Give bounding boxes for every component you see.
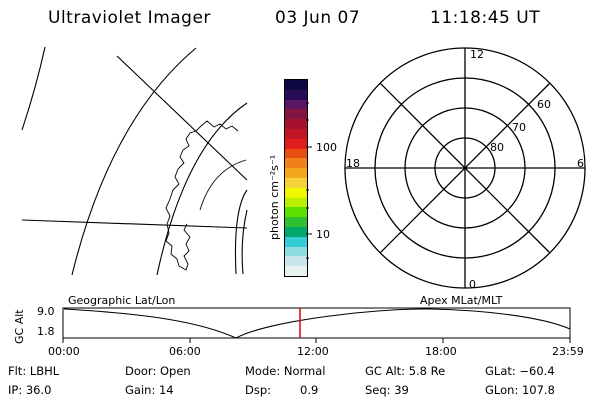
time-label: 11:18:45 UT <box>430 8 541 28</box>
apex-title: Apex MLat/MLT <box>420 294 503 307</box>
colorbar-band <box>285 129 307 139</box>
lat-label-60: 60 <box>537 98 551 111</box>
mode-status: Mode: Normal <box>245 364 326 378</box>
mlt-label-6: 6 <box>577 157 584 170</box>
ip-status: IP: 36.0 <box>8 383 52 397</box>
gain-status: Gain: 14 <box>125 383 174 397</box>
map-lat-arc-2 <box>71 47 197 276</box>
colorbar-band <box>285 138 307 149</box>
date-label: 03 Jun 07 <box>275 8 361 28</box>
coastline <box>165 120 239 271</box>
instrument-title: Ultraviolet Imager <box>48 8 211 28</box>
map-lat-arc-3 <box>156 102 248 276</box>
map-meridian-2 <box>21 219 248 229</box>
colorbar-band <box>285 187 307 198</box>
x-tick-12: 12:00 <box>297 345 329 358</box>
glon-status: GLon: 107.8 <box>485 383 555 397</box>
colorbar-band <box>285 266 307 276</box>
colorbar-band <box>285 119 307 130</box>
colorbar-band <box>285 158 307 169</box>
lat-label-80: 80 <box>490 141 504 154</box>
colorbar-band <box>285 207 307 218</box>
x-tick-06: 06:00 <box>169 345 201 358</box>
mlt-label-0: 0 <box>469 278 476 291</box>
seq-status: Seq: 39 <box>365 383 409 397</box>
geographic-title: Geographic Lat/Lon <box>68 294 176 307</box>
colorbar-band <box>285 256 307 267</box>
x-tick-2359: 23:59 <box>552 345 584 358</box>
colorbar-band <box>285 80 307 90</box>
polar-diagonal-2 <box>379 82 551 254</box>
map-lat-arc-6 <box>199 159 247 211</box>
colorbar-band <box>285 217 307 228</box>
colorbar-band <box>285 197 307 208</box>
colorbar <box>284 79 308 277</box>
door-status: Door: Open <box>125 364 191 378</box>
colorbar-band <box>285 178 307 188</box>
polar-ring-80 <box>434 137 496 199</box>
map-lat-arc-4 <box>234 189 248 275</box>
altitude-curve <box>63 308 571 339</box>
x-tick-00: 00:00 <box>48 345 80 358</box>
mlt-label-18: 18 <box>346 157 360 170</box>
dsp-label: Dsp: <box>245 383 272 397</box>
timeline-y-axis-label: GC Alt <box>13 309 26 344</box>
colorbar-band <box>285 227 307 237</box>
colorbar-tick-100: 100 <box>316 141 337 154</box>
filter-status: Flt: LBHL <box>8 364 60 378</box>
polar-ring-70 <box>404 107 526 229</box>
polar-diagonal-1 <box>379 82 551 254</box>
polar-ring-50 <box>344 47 586 289</box>
glat-status: GLat: −60.4 <box>485 364 555 378</box>
mlt-label-12: 12 <box>470 48 484 61</box>
colorbar-tick-10: 10 <box>316 228 330 241</box>
dsp-value: 0.9 <box>300 383 319 397</box>
colorbar-unit-label: photon cm⁻²s⁻¹ <box>268 154 281 240</box>
colorbar-band <box>285 246 307 257</box>
colorbar-band <box>285 89 307 100</box>
timeline-frame <box>62 307 571 339</box>
map-lat-arc-1 <box>21 46 46 131</box>
x-tick-18: 18:00 <box>425 345 457 358</box>
map-meridian-1 <box>116 55 248 181</box>
colorbar-band <box>285 236 307 247</box>
colorbar-band <box>285 99 307 110</box>
y-tick-1-8: 1.8 <box>37 325 55 338</box>
colorbar-band <box>285 168 307 179</box>
colorbar-band <box>285 109 307 120</box>
polar-ring-60 <box>374 77 556 259</box>
colorbar-band <box>285 148 307 159</box>
y-tick-9: 9.0 <box>37 305 55 318</box>
gc-alt-status: GC Alt: 5.8 Re <box>365 364 446 378</box>
map-lat-arc-5 <box>241 209 248 275</box>
lat-label-70: 70 <box>512 121 526 134</box>
